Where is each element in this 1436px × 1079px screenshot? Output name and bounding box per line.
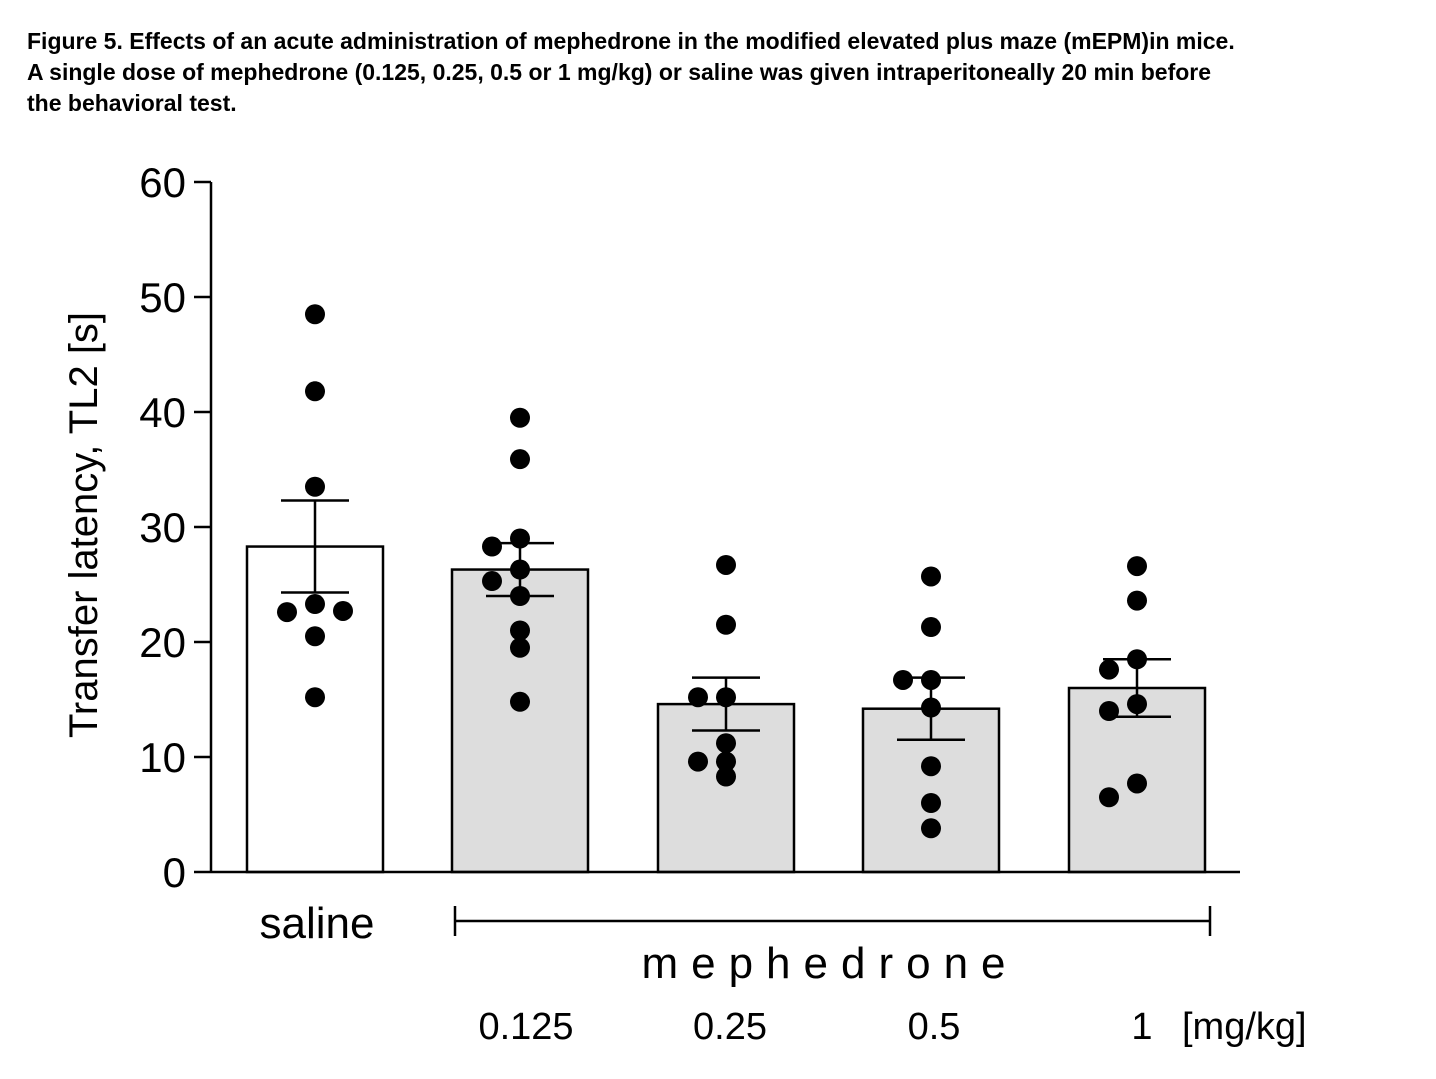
data-point-0-2: [305, 476, 325, 497]
data-point-0-3: [305, 594, 325, 615]
category-label-4: 1: [1131, 1006, 1152, 1048]
data-point-1-5: [482, 571, 502, 592]
data-point-3-0: [921, 566, 941, 587]
data-point-1-0: [510, 407, 530, 428]
data-point-1-3: [482, 536, 502, 557]
category-label-2: 0.25: [693, 1006, 767, 1048]
y-tick-label-0: 0: [163, 849, 186, 896]
category-label-3: 0.5: [908, 1006, 961, 1048]
data-point-0-1: [305, 381, 325, 402]
category-label-0: saline: [260, 899, 375, 948]
data-point-3-6: [921, 793, 941, 813]
y-tick-label-60: 60: [139, 159, 186, 206]
y-tick-label-50: 50: [139, 274, 186, 321]
data-point-3-5: [921, 756, 941, 777]
caption-line-2: A single dose of mephedrone (0.125, 0.25…: [27, 59, 1212, 85]
data-point-4-5: [1099, 701, 1119, 721]
caption-line-3: the behavioral test.: [27, 90, 237, 116]
data-point-1-1: [510, 449, 530, 470]
caption-line-1: Figure 5. Effects of an acute administra…: [27, 28, 1235, 54]
data-point-2-0: [716, 554, 736, 575]
data-point-2-6: [688, 751, 708, 772]
data-point-4-1: [1127, 590, 1147, 611]
data-point-1-9: [510, 691, 530, 712]
y-tick-label-30: 30: [139, 504, 186, 551]
data-point-1-7: [510, 620, 530, 641]
data-point-1-2: [510, 528, 530, 549]
figure-caption: Figure 5. Effects of an acute administra…: [27, 26, 1417, 119]
data-point-2-2: [716, 687, 736, 708]
bar-2: [656, 702, 796, 874]
data-point-4-4: [1127, 694, 1147, 715]
data-point-4-2: [1127, 649, 1147, 670]
data-point-4-0: [1127, 556, 1147, 577]
data-point-1-6: [510, 586, 530, 606]
data-point-3-3: [893, 669, 913, 690]
data-point-3-7: [921, 818, 941, 839]
dose-unit-label: [mg/kg]: [1182, 1006, 1307, 1048]
data-point-4-6: [1127, 773, 1147, 794]
y-tick-label-10: 10: [139, 734, 186, 781]
bar-1: [450, 568, 590, 874]
data-point-0-4: [277, 602, 297, 623]
data-point-0-7: [305, 687, 325, 708]
data-point-2-4: [716, 733, 736, 754]
data-point-2-5: [716, 751, 736, 772]
data-point-4-3: [1099, 659, 1119, 680]
data-point-0-0: [305, 304, 325, 325]
data-point-3-2: [921, 669, 941, 690]
y-axis-title: Transfer latency, TL2 [s]: [62, 312, 106, 738]
points-layer: [277, 304, 1147, 839]
data-point-2-3: [688, 687, 708, 708]
data-point-2-7: [716, 766, 736, 787]
data-point-1-8: [510, 637, 530, 658]
axes-layer: 0 10 20 30 40 50 60 saline 0.125 0.25 0.5 1: [139, 159, 1240, 1048]
data-point-3-1: [921, 617, 941, 638]
y-tick-label-20: 20: [139, 619, 186, 666]
data-point-2-1: [716, 614, 736, 635]
data-point-0-6: [305, 626, 325, 647]
data-point-3-4: [921, 697, 941, 718]
mephedrone-group-label: mephedrone: [641, 939, 1018, 988]
data-point-0-5: [333, 600, 353, 621]
data-point-4-7: [1099, 787, 1119, 808]
data-point-1-4: [510, 559, 530, 580]
category-label-1: 0.125: [478, 1006, 573, 1048]
y-tick-label-40: 40: [139, 389, 186, 436]
